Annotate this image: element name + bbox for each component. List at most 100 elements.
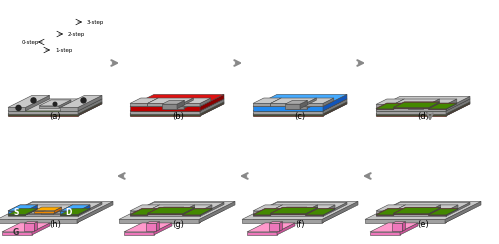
Text: 3-step: 3-step <box>87 20 104 25</box>
Polygon shape <box>130 103 224 115</box>
Polygon shape <box>270 103 305 106</box>
Polygon shape <box>323 205 335 214</box>
Polygon shape <box>148 208 160 215</box>
Polygon shape <box>130 114 200 115</box>
Polygon shape <box>323 210 347 222</box>
Polygon shape <box>183 98 211 103</box>
Polygon shape <box>157 207 184 211</box>
Polygon shape <box>78 205 102 220</box>
Polygon shape <box>429 103 457 109</box>
Polygon shape <box>41 209 59 212</box>
Polygon shape <box>376 115 446 116</box>
Polygon shape <box>323 98 334 106</box>
Polygon shape <box>148 98 158 106</box>
Polygon shape <box>376 208 406 214</box>
Polygon shape <box>78 208 90 215</box>
Polygon shape <box>365 201 481 219</box>
Polygon shape <box>299 207 307 213</box>
Polygon shape <box>183 211 200 214</box>
Polygon shape <box>429 99 439 107</box>
Polygon shape <box>8 210 102 222</box>
Polygon shape <box>408 106 423 109</box>
Polygon shape <box>253 205 347 217</box>
Polygon shape <box>8 107 25 111</box>
Polygon shape <box>200 210 224 222</box>
Polygon shape <box>394 102 439 108</box>
Polygon shape <box>287 102 307 109</box>
Polygon shape <box>305 208 317 214</box>
Polygon shape <box>376 111 446 114</box>
Polygon shape <box>148 209 160 215</box>
Polygon shape <box>323 205 347 220</box>
Polygon shape <box>183 208 195 214</box>
Polygon shape <box>376 214 446 216</box>
Polygon shape <box>200 99 224 114</box>
Polygon shape <box>183 209 212 215</box>
Polygon shape <box>376 209 406 215</box>
Polygon shape <box>130 115 200 116</box>
Polygon shape <box>305 211 323 214</box>
Polygon shape <box>253 111 323 114</box>
Polygon shape <box>323 208 335 215</box>
Polygon shape <box>376 205 406 211</box>
Polygon shape <box>8 221 78 222</box>
Polygon shape <box>376 108 446 111</box>
Polygon shape <box>130 209 224 221</box>
Polygon shape <box>286 209 304 212</box>
Polygon shape <box>32 223 50 235</box>
Text: D: D <box>65 208 71 217</box>
Polygon shape <box>279 222 282 231</box>
Polygon shape <box>130 208 224 220</box>
Polygon shape <box>148 213 183 214</box>
Polygon shape <box>376 103 470 115</box>
Polygon shape <box>157 211 177 213</box>
Polygon shape <box>253 103 347 115</box>
Text: G: G <box>13 228 19 237</box>
Polygon shape <box>78 103 102 116</box>
Polygon shape <box>8 205 37 211</box>
Polygon shape <box>25 205 37 214</box>
Polygon shape <box>446 209 458 215</box>
Polygon shape <box>157 222 160 231</box>
Polygon shape <box>78 205 90 214</box>
Polygon shape <box>253 205 282 211</box>
Polygon shape <box>60 214 78 215</box>
Polygon shape <box>394 213 429 214</box>
Polygon shape <box>270 98 316 103</box>
Polygon shape <box>130 99 224 111</box>
Polygon shape <box>446 205 470 220</box>
Circle shape <box>81 98 86 103</box>
Polygon shape <box>429 99 457 104</box>
Polygon shape <box>8 211 25 214</box>
Polygon shape <box>446 205 458 214</box>
Polygon shape <box>8 205 37 211</box>
Polygon shape <box>39 100 71 106</box>
Polygon shape <box>376 210 470 222</box>
Polygon shape <box>323 103 347 116</box>
Polygon shape <box>323 209 347 222</box>
Polygon shape <box>394 209 406 215</box>
Polygon shape <box>242 201 358 219</box>
Polygon shape <box>60 107 78 111</box>
Polygon shape <box>253 102 347 114</box>
Polygon shape <box>8 209 102 221</box>
Text: (b): (b) <box>172 112 184 121</box>
Polygon shape <box>376 209 470 221</box>
Polygon shape <box>376 114 446 115</box>
Polygon shape <box>307 100 311 109</box>
Polygon shape <box>305 207 317 214</box>
Polygon shape <box>130 102 224 114</box>
Polygon shape <box>446 102 470 115</box>
Polygon shape <box>253 214 270 215</box>
Polygon shape <box>200 103 224 115</box>
Polygon shape <box>394 99 404 108</box>
Polygon shape <box>394 205 406 214</box>
Polygon shape <box>394 207 441 213</box>
Polygon shape <box>184 100 189 109</box>
Polygon shape <box>446 99 457 108</box>
Polygon shape <box>253 217 323 220</box>
Polygon shape <box>253 203 347 214</box>
Polygon shape <box>8 103 102 115</box>
Polygon shape <box>305 98 334 103</box>
Polygon shape <box>148 205 195 211</box>
